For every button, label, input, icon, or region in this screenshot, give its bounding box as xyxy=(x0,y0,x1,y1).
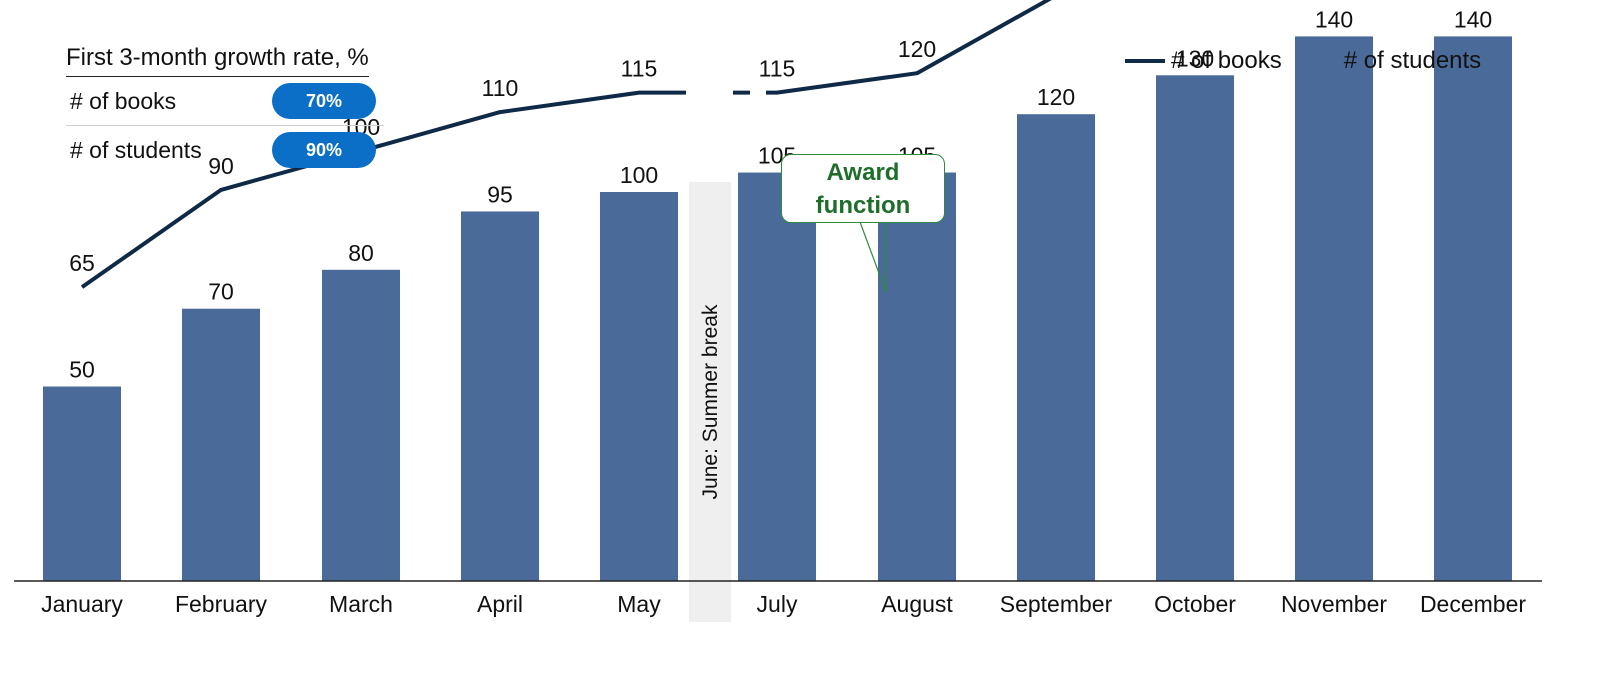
growth-badge-students: 90% xyxy=(272,132,376,168)
books-line-segment xyxy=(766,0,1052,95)
award-function-callout: Award function xyxy=(781,154,945,223)
line-label: 90 xyxy=(208,153,234,179)
bar-september xyxy=(1017,114,1095,581)
bar-value-labels: 50708095100105105120130140140 xyxy=(69,6,1492,382)
bar-label: 95 xyxy=(487,181,513,207)
line-series-books xyxy=(80,0,1052,289)
x-tick-label: July xyxy=(757,591,798,617)
line-label: 110 xyxy=(482,75,519,101)
x-tick-label: December xyxy=(1420,591,1526,617)
x-tick-label: May xyxy=(617,591,661,617)
bar-label: 100 xyxy=(620,162,658,188)
bar-label: 120 xyxy=(1037,84,1075,110)
bar-label: 70 xyxy=(208,279,234,305)
x-tick-label: April xyxy=(477,591,523,617)
growth-row-books: # of books 70% xyxy=(66,77,384,126)
x-tick-label: February xyxy=(175,591,268,617)
line-label: 115 xyxy=(621,56,658,82)
x-axis-tick-labels: January February March April May July August Se… xyxy=(41,591,1526,617)
growth-row-students: # of students 90% xyxy=(66,126,384,174)
bar-may xyxy=(600,192,678,581)
bar-july xyxy=(738,172,816,582)
bar-label: 50 xyxy=(69,357,95,383)
x-tick-label: March xyxy=(329,591,393,617)
line-label: 65 xyxy=(69,250,95,276)
bar-january xyxy=(43,386,121,581)
bar-label: 130 xyxy=(1176,45,1214,71)
legend-books-label: # of books xyxy=(1171,47,1282,74)
bar-august xyxy=(878,172,956,582)
bar-december xyxy=(1434,36,1512,581)
x-tick-label: September xyxy=(1000,591,1113,617)
growth-label-students: # of students xyxy=(70,136,202,163)
bar-february xyxy=(182,308,260,581)
bar-november xyxy=(1295,36,1373,581)
chart-legend: # of books # of students xyxy=(1125,46,1481,76)
callout-pointer xyxy=(859,221,887,293)
growth-label-books: # of books xyxy=(70,87,177,114)
summer-break-band xyxy=(689,182,731,622)
summer-break-label: June: Summer break xyxy=(699,304,722,499)
bar-label: 80 xyxy=(348,240,374,266)
growth-rate-panel: First 3-month growth rate, % # of books … xyxy=(66,44,384,174)
legend-line-swatch xyxy=(1125,59,1165,63)
bar-october xyxy=(1156,75,1234,582)
legend-bar-swatch xyxy=(1299,46,1338,76)
line-value-labels: 6590100110115115120140150165160 xyxy=(69,36,936,276)
line-label: 115 xyxy=(759,56,796,82)
x-tick-label: November xyxy=(1281,591,1387,617)
x-tick-label: August xyxy=(881,591,953,617)
bar-series-students xyxy=(43,36,1512,582)
growth-rate-title: First 3-month growth rate, % xyxy=(66,44,369,77)
x-tick-label: October xyxy=(1154,591,1236,617)
bar-april xyxy=(461,211,539,581)
growth-badge-books: 70% xyxy=(272,83,376,119)
bar-label: 140 xyxy=(1454,6,1492,32)
x-tick-label: January xyxy=(41,591,123,617)
legend-students-label: # of students xyxy=(1343,47,1482,74)
books-line-segment xyxy=(80,90,686,289)
bar-march xyxy=(322,269,400,581)
bar-label: 140 xyxy=(1315,6,1353,32)
line-label: 120 xyxy=(898,36,936,62)
